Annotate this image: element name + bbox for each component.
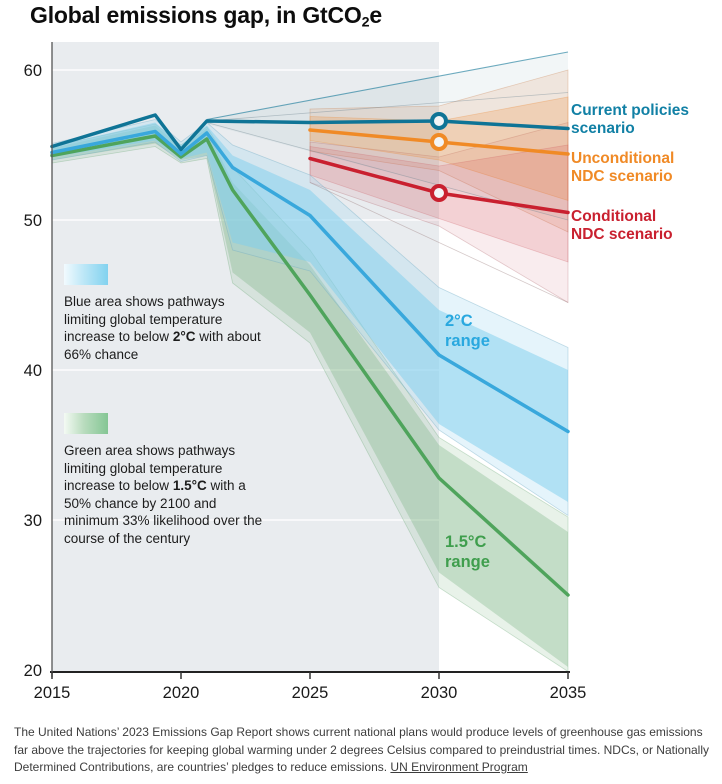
band-one-five-c-range — [52, 125, 568, 667]
bold-text-segment: 1.5°C — [172, 478, 207, 494]
conditional-ndc-scenario-label: Conditional NDC scenario — [571, 208, 673, 243]
conditional-ndc-label-line2: NDC scenario — [571, 225, 673, 243]
current-policies-label-line2: scenario — [571, 119, 635, 137]
unconditional-ndc-label-line2: NDC scenario — [571, 167, 673, 185]
plot-shaded-region — [52, 42, 439, 672]
fan-line-current-policies-mid — [206, 92, 569, 122]
y-tick-label: 60 — [24, 62, 42, 80]
one-five-c-range-label: 1.5°C range — [445, 532, 490, 572]
text-segment: with about 66% chance — [64, 329, 261, 362]
band-two-c-range — [52, 122, 568, 502]
fan-line-conditional-lower-edge — [309, 182, 569, 303]
page-title: Global emissions gap, in GtCO2e — [30, 2, 382, 31]
text-segment: with a 50% chance by 2100 and minimum 33… — [64, 478, 263, 546]
y-tick-label: 50 — [24, 212, 42, 230]
source-note-text: The United Nations’ 2023 Emissions Gap R… — [14, 725, 710, 775]
green-area-annotation: Green area shows pathways limiting globa… — [64, 413, 274, 547]
green-gradient-swatch — [64, 413, 108, 434]
fan-line-current-policies-upper — [206, 51, 569, 121]
text-segment: Blue area shows pathways limiting global… — [64, 294, 225, 345]
bold-text-segment: 2°C — [172, 329, 196, 345]
current-policies-label-line1: Current policies — [571, 102, 689, 119]
marker-2030-unconditional-ndc — [430, 133, 448, 151]
text-segment: Green area shows pathways limiting globa… — [64, 443, 236, 494]
source-link[interactable]: UN Environment Program — [390, 760, 528, 775]
green-area-text: Green area shows pathways limiting globa… — [64, 442, 274, 547]
subscript-segment: 2 — [361, 14, 370, 31]
two-c-range-line2: range — [445, 332, 490, 351]
unconditional-ndc-scenario-label: Unconditional NDC scenario — [571, 150, 674, 185]
current-policies-scenario-label: Current policies scenario — [571, 102, 689, 137]
blue-area-annotation: Blue area shows pathways limiting global… — [64, 264, 266, 363]
x-tick-label: 2025 — [292, 684, 329, 702]
x-tick-label: 2015 — [34, 684, 71, 702]
line-two-c-median — [50, 129, 570, 434]
x-tick-label: 2020 — [163, 684, 200, 702]
source-note: The United Nations’ 2023 Emissions Gap R… — [14, 724, 710, 777]
x-tick-label: 2030 — [421, 684, 458, 702]
y-tick-label: 40 — [24, 362, 42, 380]
y-tick-label: 20 — [24, 662, 42, 680]
marker-2030-conditional-ndc — [430, 184, 448, 202]
two-c-range-label: 2°C range — [445, 311, 490, 351]
band-conditional-ndc-outer — [309, 121, 569, 304]
one-five-c-range-line1: 1.5°C — [445, 533, 487, 551]
text-segment: e — [369, 2, 382, 28]
marker-2030-current-policies — [430, 112, 448, 130]
one-five-c-range-line2: range — [445, 553, 490, 572]
blue-area-text: Blue area shows pathways limiting global… — [64, 293, 266, 363]
x-tick-label: 2035 — [550, 684, 587, 702]
blue-gradient-swatch — [64, 264, 108, 285]
conditional-ndc-label-line1: Conditional — [571, 208, 657, 225]
text-segment: Global emissions gap, in GtCO — [30, 2, 362, 28]
unconditional-ndc-label-line1: Unconditional — [571, 150, 675, 167]
two-c-range-line1: 2°C — [445, 312, 473, 330]
line-one-five-c-median — [50, 134, 570, 597]
y-tick-label: 30 — [24, 512, 42, 530]
